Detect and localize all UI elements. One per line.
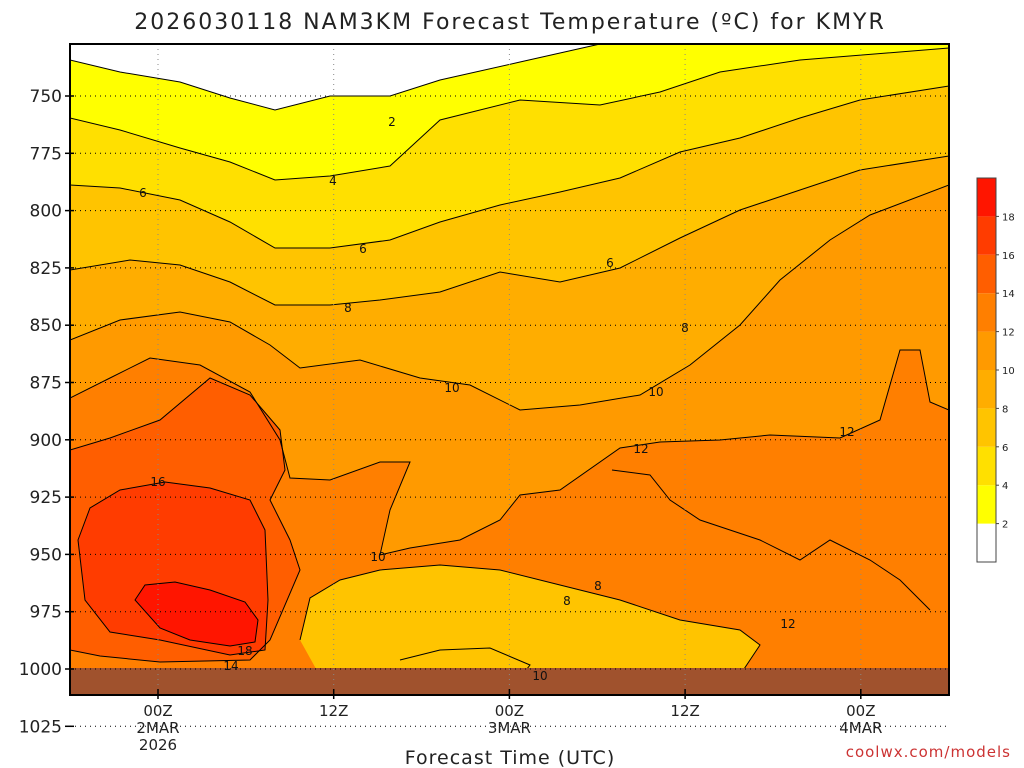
y-tick-label: 775 [30, 144, 62, 164]
x-tick-label: 3MAR [488, 719, 531, 737]
colorbar-label: 2 [1002, 520, 1008, 531]
contour-label: 6 [139, 186, 147, 200]
contour-label: 8 [681, 321, 689, 335]
colorbar-label: 4 [1002, 481, 1008, 492]
chart-title: 2026030118 NAM3KM Forecast Temperature (… [134, 10, 886, 35]
colorbar-segment [977, 485, 996, 524]
y-axis: 750 775 800 825 850 875 900 925 950 975 1000 1025 [19, 87, 74, 737]
grid-lines [70, 44, 949, 727]
y-tick-label: 825 [30, 259, 62, 279]
colorbar-label: 10 [1002, 366, 1015, 377]
credit-text: coolwx.com/models [846, 743, 1011, 761]
x-tick-label: 00Z [495, 702, 524, 720]
contour-label: 12 [780, 617, 795, 631]
y-tick-label: 1025 [19, 717, 62, 737]
contour-label: 12 [839, 425, 854, 439]
y-tick-label: 950 [30, 545, 62, 565]
x-tick-label: 2MAR [136, 719, 179, 737]
contour-label: 14 [223, 659, 238, 673]
colorbar-segment [977, 293, 996, 332]
colorbar-label: 12 [1002, 328, 1015, 339]
x-axis-label: Forecast Time (UTC) [405, 747, 615, 768]
y-tick-label: 750 [30, 87, 62, 107]
colorbar-segment [977, 446, 996, 486]
y-tick-label: 1000 [19, 660, 62, 680]
x-tick-label: 00Z [846, 702, 875, 720]
y-tick-label: 800 [30, 202, 62, 222]
contour-label: 16 [150, 475, 165, 489]
x-tick-label: 2026 [139, 736, 177, 754]
colorbar-label: 18 [1002, 212, 1015, 223]
contour-label: 8 [563, 594, 571, 608]
contour-label: 18 [237, 644, 252, 658]
contour-label: 8 [594, 579, 602, 593]
colorbar-segment [977, 523, 996, 562]
y-tick-label: 925 [30, 488, 62, 508]
colorbar-label: 8 [1002, 404, 1008, 415]
band-12-14 [70, 350, 949, 695]
contour-label: 10 [648, 385, 663, 399]
colorbar: 2 4 6 8 10 12 14 16 18 [976, 177, 1015, 563]
x-tick-label: 00Z [143, 702, 172, 720]
y-tick-label: 900 [30, 431, 62, 451]
y-tick-label: 850 [30, 316, 62, 336]
plot-area [70, 44, 949, 695]
contour-label: 2 [388, 115, 396, 129]
x-tick-label: 12Z [670, 702, 699, 720]
contour-label: 10 [370, 550, 385, 564]
band-8-10-lower [300, 565, 760, 680]
x-tick-label: 4MAR [839, 719, 882, 737]
contour-label: 10 [444, 381, 459, 395]
contour-lines [70, 44, 949, 679]
contour-label: 4 [329, 174, 337, 188]
colorbar-segment [977, 370, 996, 409]
contour-label: 8 [344, 301, 352, 315]
contour-label: 12 [633, 442, 648, 456]
y-tick-label: 875 [30, 374, 62, 394]
x-tick-label: 12Z [319, 702, 348, 720]
colorbar-segment [977, 254, 996, 294]
contour-label: 10 [532, 669, 547, 683]
contour-label: 6 [359, 242, 367, 256]
colorbar-segment [977, 178, 996, 217]
colorbar-segment [977, 408, 996, 447]
contour-label: 6 [606, 256, 614, 270]
colorbar-label: 16 [1002, 251, 1015, 262]
y-tick-label: 975 [30, 603, 62, 623]
colorbar-segment [977, 331, 996, 370]
colorbar-label: 14 [1002, 289, 1015, 300]
colorbar-label: 6 [1002, 443, 1008, 454]
colorbar-segment [977, 216, 996, 255]
